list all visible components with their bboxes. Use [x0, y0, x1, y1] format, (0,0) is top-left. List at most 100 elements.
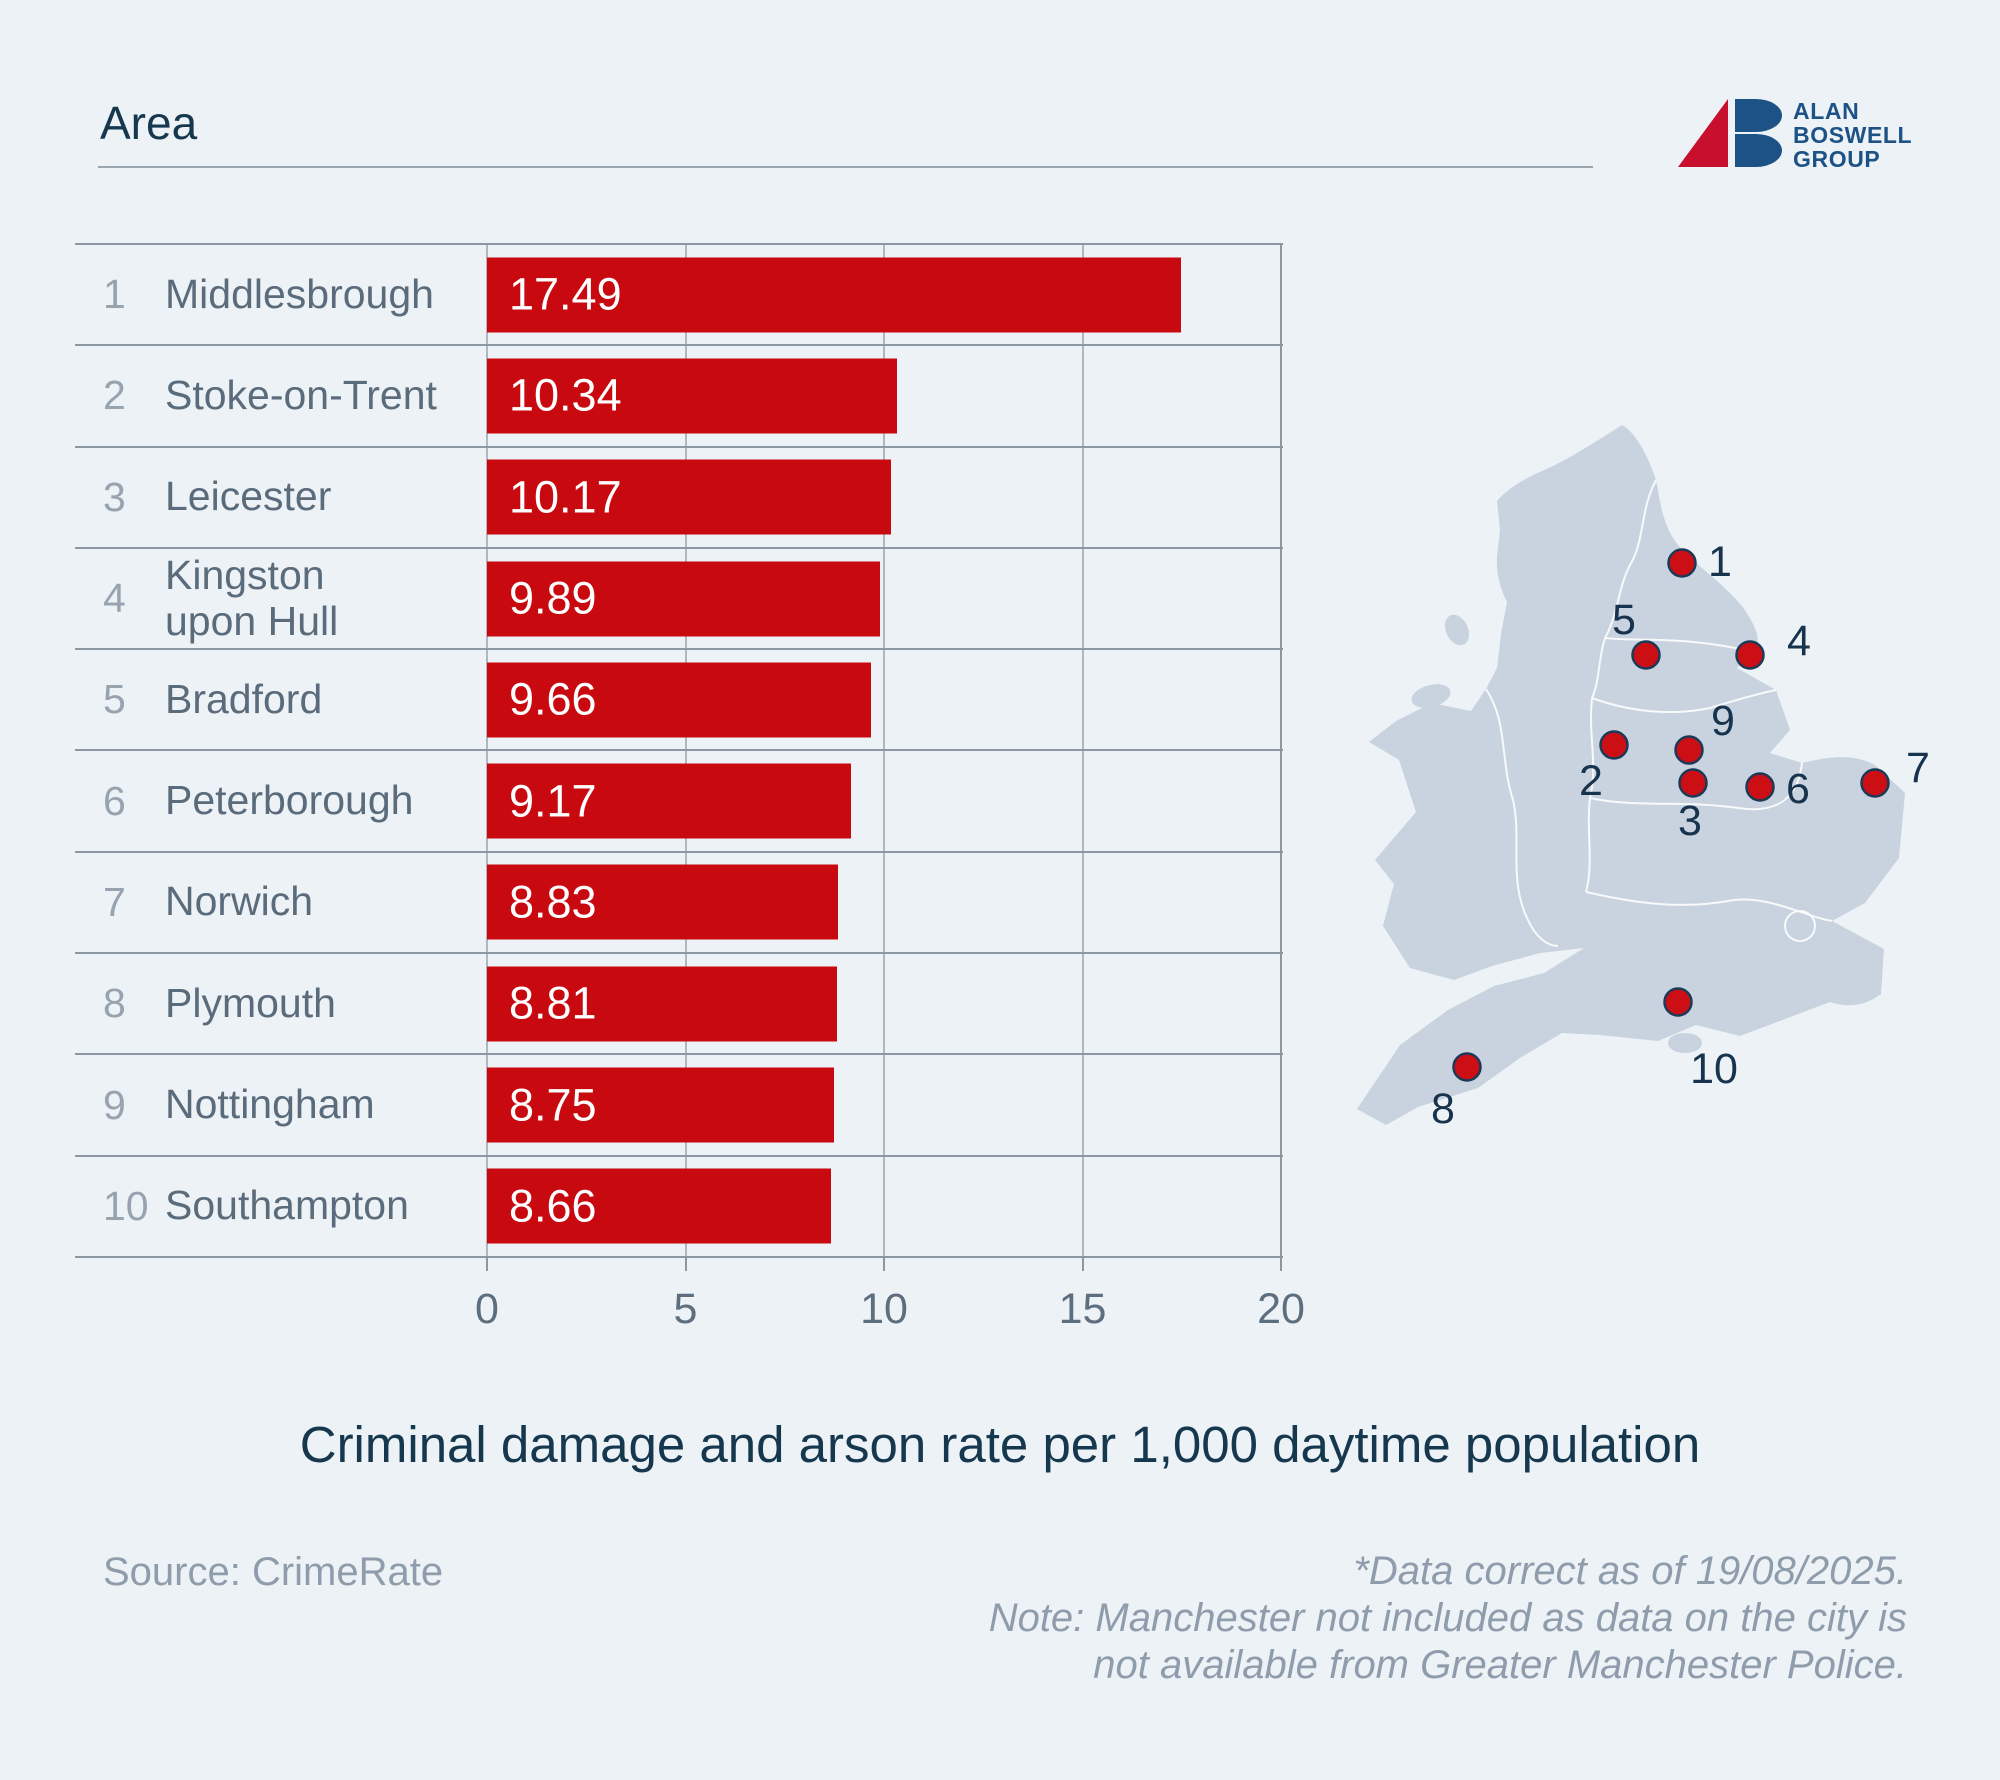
table-row: 6 Peterborough 9.17 [75, 751, 1283, 853]
value-bar: 10.17 [487, 459, 891, 535]
value-label: 8.75 [509, 1079, 597, 1131]
axis-tick [684, 1258, 687, 1271]
map-marker-number: 10 [1690, 1045, 1738, 1093]
axis-tick [1081, 1258, 1084, 1271]
footnote-line-1: *Data correct as of 19/08/2025. [1353, 1549, 1907, 1593]
rank-label: 1 [103, 271, 126, 318]
chart-title: Criminal damage and arson rate per 1,000… [299, 1416, 1701, 1473]
area-label: Kingston upon Hull [165, 551, 339, 644]
value-bar: 10.34 [487, 358, 898, 434]
logo-line-1: ALAN [1793, 98, 1860, 124]
axis-tick-label: 15 [1058, 1285, 1107, 1333]
map-marker-number: 5 [1612, 596, 1636, 644]
map-london-outline [1784, 910, 1816, 942]
axis-tick-label: 10 [860, 1285, 908, 1333]
map-island-isle-of-wight [1668, 1033, 1702, 1053]
map-marker-dot [1674, 735, 1704, 765]
value-bar: 8.81 [487, 966, 837, 1042]
value-bar: 9.17 [487, 763, 852, 839]
value-bar: 8.75 [487, 1067, 835, 1143]
value-label: 8.66 [509, 1180, 597, 1232]
value-label: 10.17 [509, 471, 622, 523]
table-row: 7 Norwich 8.83 [75, 853, 1283, 955]
map-marker-dot [1599, 730, 1629, 760]
map-marker-dot [1678, 768, 1708, 798]
gridline [1081, 245, 1084, 1258]
table-row: 3 Leicester 10.17 [75, 448, 1283, 549]
map-marker-number: 1 [1708, 538, 1732, 586]
axis-tick [1280, 1258, 1282, 1271]
value-bar: 9.89 [487, 561, 880, 637]
page-title: Area [100, 97, 198, 149]
gridline [684, 245, 687, 1258]
logo-mark-icon [1678, 99, 1782, 167]
value-bar: 9.66 [487, 662, 871, 738]
map-island-isle-of-man [1444, 614, 1470, 646]
area-label: Norwich [165, 878, 314, 925]
rank-label: 2 [103, 372, 126, 419]
logo-b-bottom [1735, 134, 1782, 167]
england-wales-map: 1 2 3 4 5 6 7 8 9 10 [1357, 425, 1930, 1133]
map-marker-number: 9 [1711, 697, 1735, 745]
map-island-anglesey [1411, 684, 1451, 708]
value-bar: 17.49 [487, 257, 1182, 333]
value-bar: 8.66 [487, 1168, 831, 1244]
axis-tick [883, 1258, 885, 1271]
logo-wordmark: ALAN BOSWELL GROUP [1793, 99, 1912, 171]
rank-label: 9 [103, 1081, 126, 1128]
rank-label: 6 [103, 777, 126, 824]
map-marker-dot [1631, 640, 1661, 670]
gridline [1280, 245, 1282, 1258]
rank-label: 5 [103, 676, 126, 723]
value-label: 9.66 [509, 673, 597, 725]
map-county-borders [1485, 479, 1833, 947]
rank-label: 3 [103, 473, 126, 520]
map-marker-dot [1667, 548, 1697, 578]
axis-tick-label: 20 [1257, 1285, 1305, 1333]
map-marker-dot [1735, 640, 1765, 670]
map-marker-dot [1663, 987, 1693, 1017]
value-bar: 8.83 [487, 864, 838, 940]
map-landmass [1357, 425, 1905, 1125]
value-label: 17.49 [509, 268, 622, 320]
map-marker-dot [1745, 772, 1775, 802]
chart-rows: 1 Middlesbrough 17.49 2 Stoke-on-Trent 10.34 3… [75, 245, 1283, 1258]
rank-label: 8 [103, 980, 126, 1027]
header-divider [98, 166, 1593, 168]
logo-line-3: GROUP [1793, 146, 1881, 172]
bar-chart-table: 1 Middlesbrough 17.49 2 Stoke-on-Trent 10.34 3… [75, 243, 1305, 1333]
map-markers: 1 2 3 4 5 6 7 8 9 10 [1431, 538, 1930, 1133]
area-label: Middlesbrough [165, 270, 434, 317]
map-marker-number: 8 [1431, 1085, 1455, 1133]
logo-triangle [1678, 99, 1728, 167]
table-row: 2 Stoke-on-Trent 10.34 [75, 346, 1283, 448]
area-label: Southampton [165, 1182, 409, 1229]
axis-tick [486, 1258, 488, 1271]
map-marker-number: 2 [1579, 757, 1603, 805]
alan-boswell-group-logo: ALAN BOSWELL GROUP [1678, 99, 1912, 171]
value-label: 9.89 [509, 572, 597, 624]
logo-b-top [1735, 99, 1782, 132]
table-row: 4 Kingston upon Hull 9.89 [75, 549, 1283, 651]
logo-line-2: BOSWELL [1793, 122, 1913, 148]
area-label: Leicester [165, 473, 332, 520]
rank-label: 7 [103, 878, 126, 925]
area-label: Plymouth [165, 979, 336, 1026]
axis-tick-label: 5 [673, 1285, 698, 1333]
gridline [486, 245, 488, 1258]
area-label: Stoke-on-Trent [165, 371, 437, 418]
value-label: 8.83 [509, 876, 597, 928]
source-credit: Source: CrimeRate [103, 1550, 444, 1594]
table-row: 8 Plymouth 8.81 [75, 954, 1283, 1056]
value-label: 8.81 [509, 977, 597, 1029]
area-label: Peterborough [165, 777, 414, 824]
gridline [883, 245, 885, 1258]
table-row: 10 Southampton 8.66 [75, 1157, 1283, 1258]
table-row: 9 Nottingham 8.75 [75, 1055, 1283, 1157]
map-marker-number: 4 [1787, 617, 1811, 665]
area-label: Bradford [165, 675, 323, 722]
table-row: 5 Bradford 9.66 [75, 650, 1283, 752]
footnote-line-3: not available from Greater Manchester Po… [1093, 1643, 1907, 1687]
rank-label: 10 [103, 1182, 149, 1229]
